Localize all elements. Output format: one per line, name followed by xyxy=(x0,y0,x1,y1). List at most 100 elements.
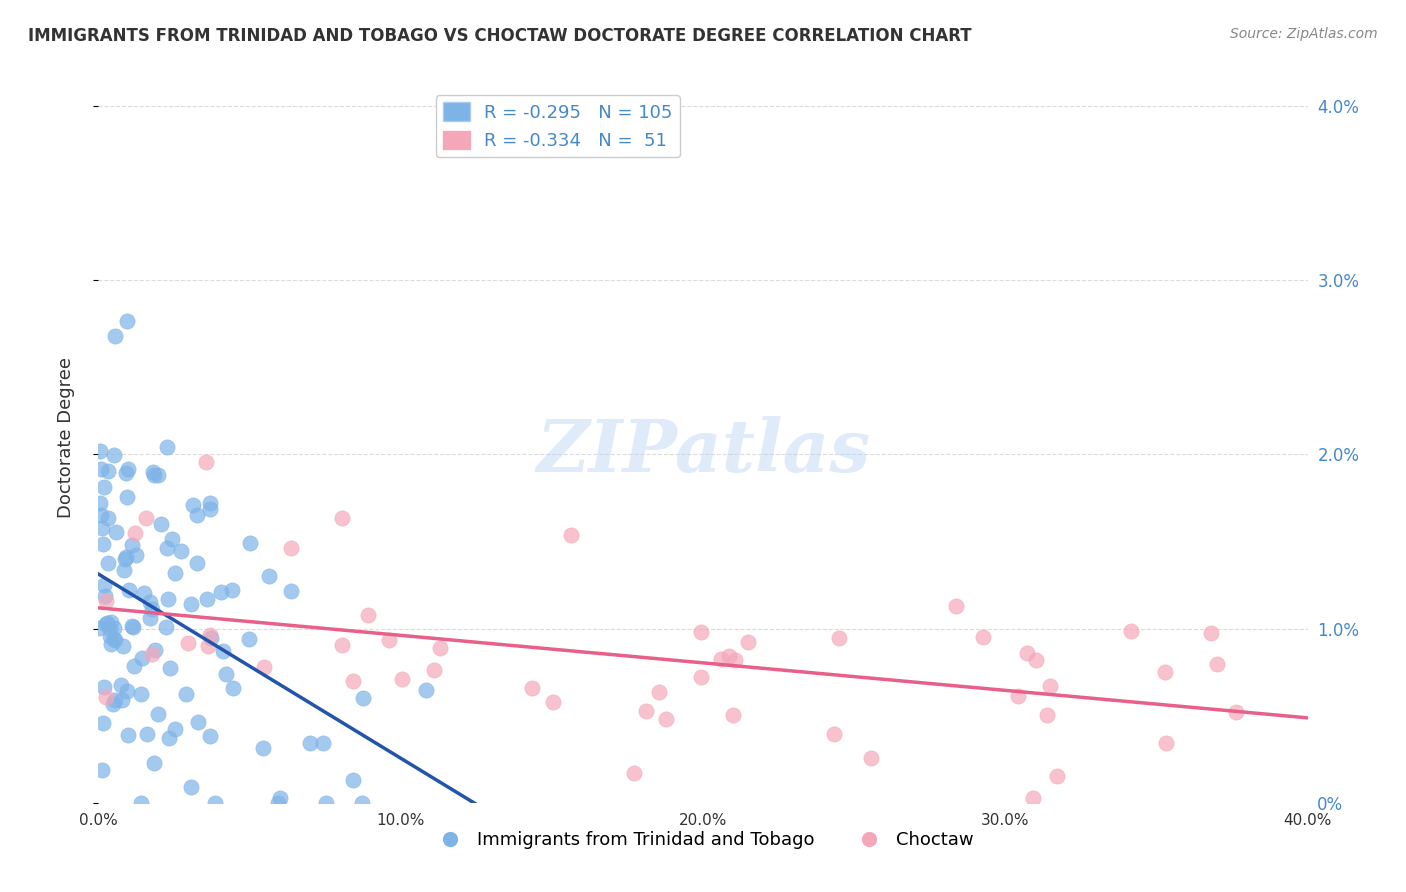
Point xyxy=(655,712,678,726)
Point xyxy=(1035,708,1057,723)
Point xyxy=(415,682,437,697)
Point xyxy=(352,796,374,810)
Point xyxy=(280,584,302,599)
Point xyxy=(357,607,380,622)
Point xyxy=(710,652,733,666)
Point xyxy=(181,498,204,512)
Point xyxy=(1119,624,1142,638)
Point xyxy=(94,690,117,705)
Point xyxy=(124,548,146,562)
Point xyxy=(103,632,125,647)
Point xyxy=(97,510,120,524)
Point xyxy=(823,727,845,741)
Point xyxy=(180,780,202,794)
Point xyxy=(110,678,132,692)
Point xyxy=(117,462,139,476)
Point xyxy=(972,631,994,645)
Point xyxy=(157,731,180,746)
Point xyxy=(98,622,121,636)
Point xyxy=(269,790,291,805)
Text: Source: ZipAtlas.com: Source: ZipAtlas.com xyxy=(1230,27,1378,41)
Point xyxy=(828,631,851,645)
Point xyxy=(252,741,274,756)
Point xyxy=(541,695,564,709)
Point xyxy=(97,464,120,478)
Point xyxy=(142,467,165,482)
Point xyxy=(377,632,399,647)
Point xyxy=(96,617,118,632)
Point xyxy=(103,449,125,463)
Point xyxy=(253,659,276,673)
Point xyxy=(174,687,197,701)
Point xyxy=(118,582,141,597)
Point xyxy=(299,736,322,750)
Point xyxy=(859,750,882,764)
Point xyxy=(117,728,139,742)
Point xyxy=(91,764,114,778)
Point xyxy=(724,653,747,667)
Point xyxy=(423,663,446,677)
Point xyxy=(104,693,127,707)
Point xyxy=(209,585,232,599)
Point xyxy=(156,440,179,454)
Point xyxy=(104,632,127,647)
Point xyxy=(135,511,157,525)
Point xyxy=(135,727,157,741)
Point xyxy=(312,736,335,750)
Point xyxy=(87,621,110,635)
Text: ZIPatlas: ZIPatlas xyxy=(536,417,870,487)
Point xyxy=(520,681,543,695)
Point xyxy=(156,591,179,606)
Point xyxy=(98,629,121,643)
Text: IMMIGRANTS FROM TRINIDAD AND TOBAGO VS CHOCTAW DOCTORATE DEGREE CORRELATION CHAR: IMMIGRANTS FROM TRINIDAD AND TOBAGO VS C… xyxy=(28,27,972,45)
Point xyxy=(96,615,118,630)
Point xyxy=(623,765,645,780)
Point xyxy=(195,592,218,607)
Point xyxy=(115,549,138,564)
Point xyxy=(134,585,156,599)
Point xyxy=(257,569,280,583)
Point xyxy=(159,661,181,675)
Point xyxy=(124,526,146,541)
Point xyxy=(198,628,221,642)
Point xyxy=(1199,626,1222,640)
Point xyxy=(197,639,219,653)
Point xyxy=(180,597,202,611)
Point xyxy=(114,551,136,566)
Point xyxy=(215,667,238,681)
Point xyxy=(131,651,153,665)
Point xyxy=(352,690,374,705)
Point xyxy=(737,635,759,649)
Point xyxy=(163,566,186,580)
Point xyxy=(90,508,112,522)
Legend: R = -0.295   N = 105, R = -0.334   N =  51: R = -0.295 N = 105, R = -0.334 N = 51 xyxy=(436,95,681,157)
Point xyxy=(100,615,122,629)
Point xyxy=(1046,769,1069,783)
Point xyxy=(121,619,143,633)
Point xyxy=(1154,736,1177,750)
Point xyxy=(945,599,967,614)
Point xyxy=(141,647,163,661)
Point xyxy=(115,314,138,328)
Point xyxy=(101,697,124,711)
Point xyxy=(96,593,118,607)
Point xyxy=(97,556,120,570)
Point xyxy=(342,673,364,688)
Point xyxy=(139,595,162,609)
Point xyxy=(330,511,353,525)
Point xyxy=(648,685,671,699)
Point xyxy=(93,480,115,494)
Point xyxy=(238,632,260,647)
Point xyxy=(160,533,183,547)
Point xyxy=(1021,790,1043,805)
Point xyxy=(155,620,177,634)
Point xyxy=(112,639,135,653)
Point xyxy=(194,455,217,469)
Point xyxy=(239,536,262,550)
Point xyxy=(143,756,166,770)
Point xyxy=(114,563,136,577)
Point xyxy=(1039,679,1062,693)
Point xyxy=(721,708,744,723)
Point xyxy=(222,681,245,696)
Point xyxy=(89,496,111,510)
